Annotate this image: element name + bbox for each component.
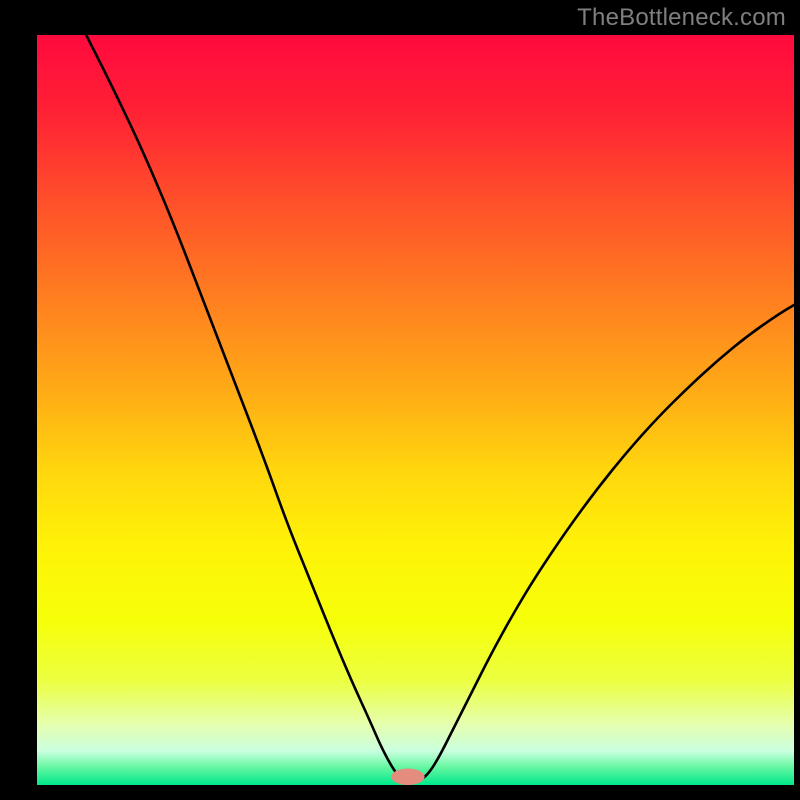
gradient-background: [37, 35, 794, 785]
chart-frame: TheBottleneck.com: [0, 0, 800, 800]
plot-area: [37, 35, 794, 785]
watermark-text: TheBottleneck.com: [577, 4, 786, 32]
plot-svg: [37, 35, 794, 785]
minimum-marker: [391, 769, 424, 786]
